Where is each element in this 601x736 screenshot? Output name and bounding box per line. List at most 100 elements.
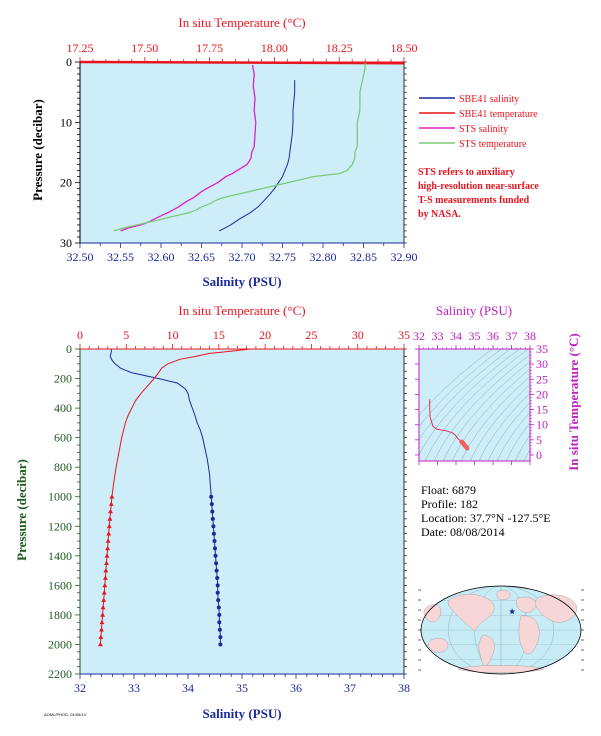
temperature-point [108, 508, 113, 514]
sts-note-line-1: STS refers to auxiliary [418, 167, 515, 178]
pressure-tick-label: 0 [66, 55, 72, 69]
temperature-point [98, 641, 103, 647]
salinity-point [217, 612, 222, 617]
map-land [423, 590, 577, 673]
ts-temperature-tick-label: 20 [536, 387, 548, 401]
ts-salinity-axis-title: Salinity (PSU) [436, 303, 512, 318]
legend-label-sts-temperature: STS temperature [459, 139, 527, 150]
series-sbe41_salinity-line [219, 80, 296, 232]
salinity-point [218, 635, 223, 640]
temperature-tick-label: 18.50 [391, 41, 418, 55]
land-greenland [496, 590, 511, 601]
ts-salinity-tick-label: 34 [450, 329, 462, 343]
float-info: Float: 6879 Profile: 182 Location: 37.7°… [421, 483, 551, 539]
density-contour [505, 422, 530, 461]
legend: SBE41 salinity SBE41 temperature STS sal… [419, 94, 538, 150]
land-east-asia [423, 604, 442, 623]
temperature-point [108, 501, 114, 506]
full-profile-salinity-axis-title: Salinity (PSU) [202, 706, 281, 721]
temperature-point [106, 531, 112, 536]
temperature-tick-label: 5 [123, 328, 129, 342]
pressure-tick-label: 800 [54, 460, 72, 474]
ts-diagram-series [429, 399, 470, 451]
density-contour [419, 349, 502, 428]
near-surface-temperature-axis-title: In situ Temperature (°C) [178, 15, 305, 30]
temperature-tick-label: 17.50 [131, 41, 158, 55]
salinity-point [209, 502, 214, 507]
salinity-tick-label: 32.55 [107, 250, 134, 264]
density-contour [514, 434, 530, 461]
salinity-tick-label: 36 [290, 681, 302, 695]
full-profile-series [98, 348, 251, 647]
ts-salinity-tick-label: 33 [432, 329, 444, 343]
temperature-point [99, 619, 105, 625]
pressure-tick-label: 30 [60, 236, 72, 250]
pressure-tick-label: 600 [54, 431, 72, 445]
salinity-tick-label: 32.80 [310, 250, 337, 264]
pressure-tick-label: 0 [66, 342, 72, 356]
pressure-tick-label: 1800 [48, 608, 72, 622]
ts-salinity-tick-label: 32 [413, 329, 425, 343]
legend-label-sts-salinity: STS salinity [459, 124, 508, 135]
temperature-point [104, 553, 110, 558]
float-number: Float: 6879 [421, 483, 476, 497]
ts-temperature-tick-label: 5 [536, 433, 542, 447]
map-outline [420, 585, 582, 675]
land-asia [535, 594, 577, 623]
ts-temperature-tick-label: 35 [536, 342, 548, 356]
temperature-point [101, 597, 107, 602]
ts-temperature-tick-label: 30 [536, 357, 548, 371]
series-sbe41_salinity-line [109, 349, 221, 645]
ts-salinity-tick-label: 35 [469, 329, 481, 343]
salinity-point [214, 568, 219, 573]
salinity-point [213, 546, 217, 551]
salinity-point [211, 524, 216, 529]
salinity-tick-label: 32.70 [229, 250, 256, 264]
sts-note-line-3: T-S measurements funded [418, 195, 530, 206]
temperature-point [101, 590, 107, 595]
ts-temperature-tick-label: 0 [536, 448, 542, 462]
temperature-point [106, 523, 112, 529]
density-contour [451, 368, 530, 461]
salinity-tick-label: 32.90 [391, 250, 418, 264]
temperature-tick-label: 35 [398, 328, 410, 342]
pressure-tick-label: 2000 [48, 637, 72, 651]
near-surface-pressure-axis-title: Pressure (decibar) [30, 99, 45, 201]
profile-number: Profile: 182 [421, 497, 478, 511]
pressure-tick-label: 10 [60, 115, 72, 129]
salinity-tick-label: 38 [398, 681, 410, 695]
salinity-tick-label: 32.50 [67, 250, 94, 264]
ts-temperature-tick-label: 25 [536, 372, 548, 386]
sts-note: STS refers to auxiliary high-resolution … [418, 167, 539, 220]
full-profile-panel: 32 33 34 35 36 37 38 0 5 10 15 20 25 30 35 0 200 400 600 80… [14, 303, 410, 721]
salinity-point [210, 516, 215, 521]
ts-salinity-tick-label: 36 [487, 329, 499, 343]
temperature-tick-label: 25 [305, 328, 317, 342]
salinity-tick-label: 32.85 [350, 250, 377, 264]
legend-label-sbe41-temperature: SBE41 temperature [459, 109, 538, 120]
pressure-tick-label: 1400 [48, 549, 72, 563]
salinity-point [210, 509, 215, 514]
ts-point [464, 446, 470, 451]
footer-code: AOML/PHOD, 01/05/14 [44, 712, 87, 717]
density-contour [433, 354, 530, 461]
density-contour [478, 392, 530, 461]
float-position-marker [509, 608, 516, 615]
pressure-tick-label: 20 [60, 176, 72, 190]
full-profile-plot-area [80, 349, 404, 674]
pressure-tick-label: 1600 [48, 578, 72, 592]
ts-diagram-plot-area [419, 349, 530, 461]
land-europe-africa [516, 596, 540, 655]
temperature-tick-label: 10 [167, 328, 179, 342]
temperature-tick-label: 18.00 [261, 41, 288, 55]
full-profile-temperature-axis-title: In situ Temperature (°C) [178, 303, 305, 318]
density-contour [419, 349, 520, 456]
world-map [418, 585, 584, 675]
float-location: Location: 37.7°N -127.5°E [421, 511, 551, 525]
series-sbe41_temperature-line [99, 348, 251, 645]
sts-note-line-2: high-resolution near-surface [418, 181, 539, 192]
ts-temperature-axis-title: In situ Temperature (°C) [566, 333, 581, 471]
